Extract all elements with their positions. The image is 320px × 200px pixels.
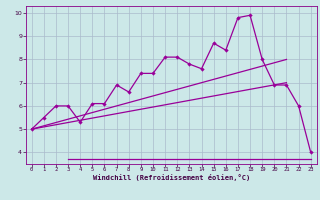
- X-axis label: Windchill (Refroidissement éolien,°C): Windchill (Refroidissement éolien,°C): [92, 174, 250, 181]
